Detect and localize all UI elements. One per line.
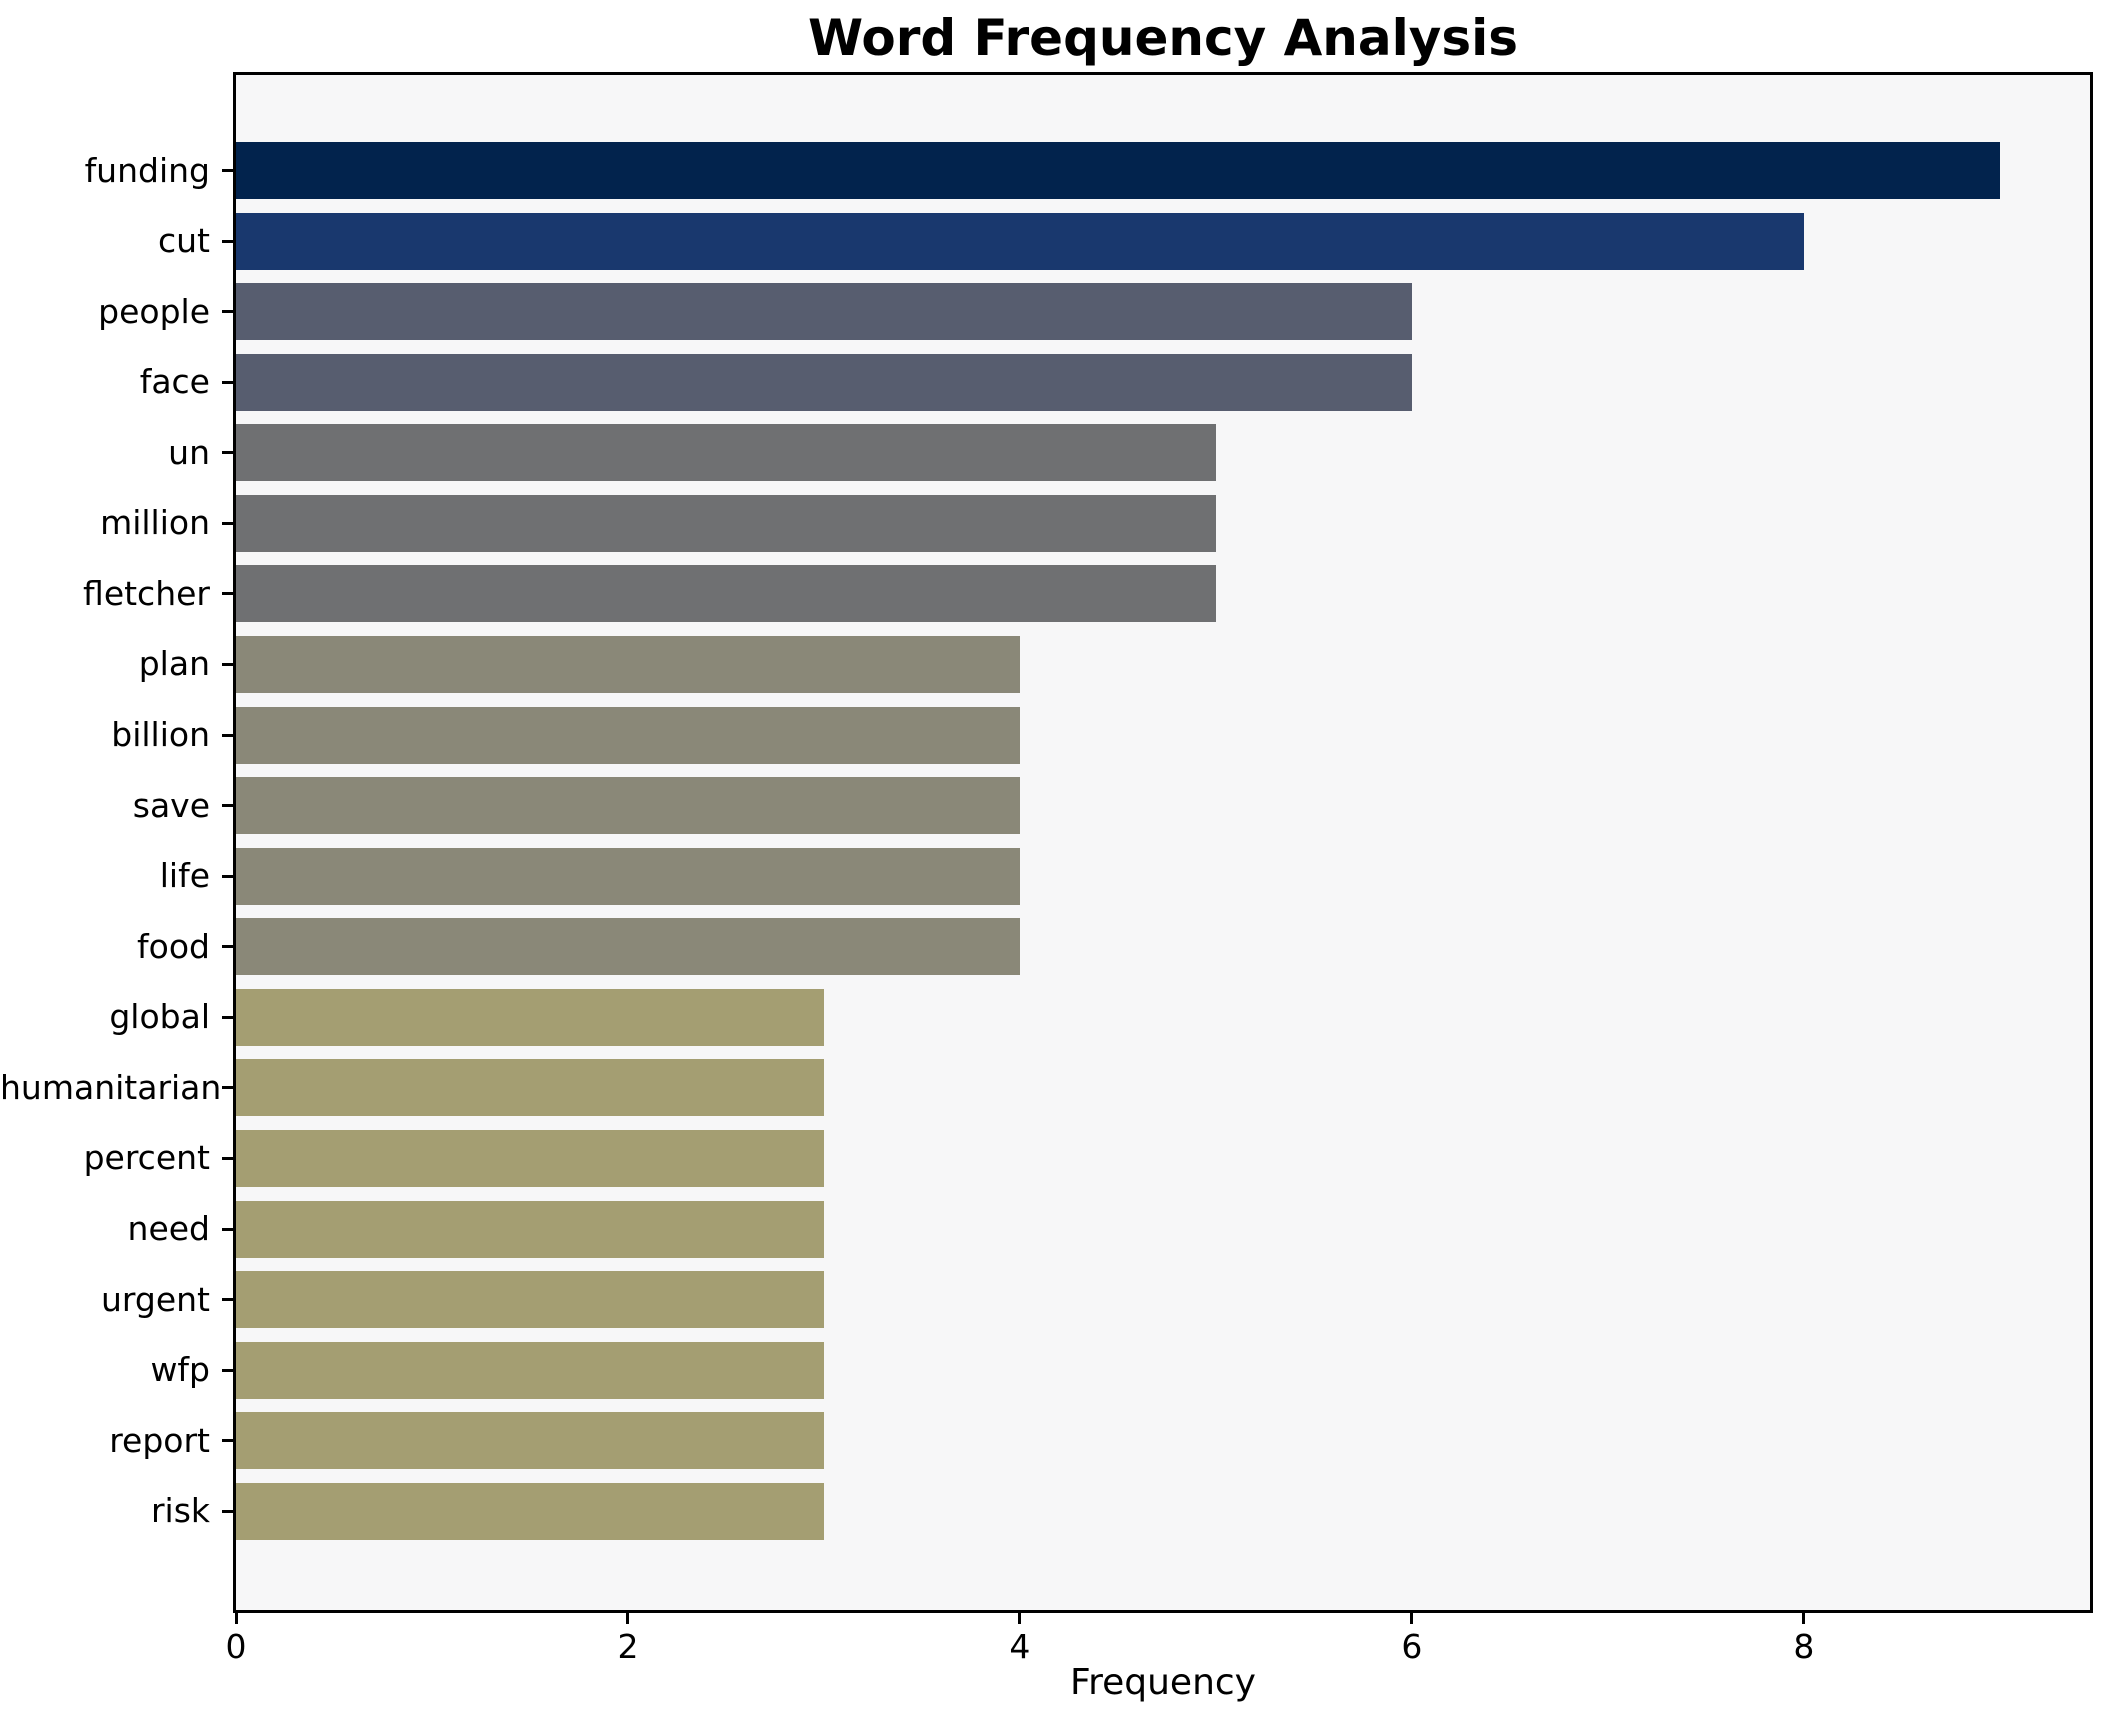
y-tick-mark (222, 1086, 233, 1090)
y-tick-label-funding: funding (84, 150, 210, 190)
y-tick-label-wfp: wfp (150, 1350, 210, 1390)
x-tick-mark (1410, 1613, 1414, 1624)
y-tick-label-face: face (139, 362, 210, 402)
bar-risk (236, 1482, 824, 1540)
y-tick-mark (222, 1509, 233, 1513)
y-tick-mark (222, 1368, 233, 1372)
bar-percent (236, 1129, 824, 1187)
bar-urgent (236, 1271, 824, 1329)
bar-billion (236, 706, 1020, 764)
bar-face (236, 353, 1412, 411)
y-tick-mark (222, 1227, 233, 1231)
bar-food (236, 918, 1020, 976)
y-tick-mark (222, 804, 233, 808)
x-tick-label-6: 6 (1401, 1627, 1423, 1666)
y-tick-label-million: million (100, 503, 210, 543)
x-axis-title: Frequency (1070, 1662, 1256, 1703)
bar-funding (236, 142, 2000, 199)
y-tick-label-humanitarian: humanitarian (0, 1067, 222, 1107)
y-tick-mark (222, 310, 233, 314)
y-tick-mark (222, 662, 233, 666)
bar-plan (236, 635, 1020, 693)
y-tick-label-risk: risk (150, 1491, 210, 1531)
bar-cut (236, 212, 1804, 270)
bar-people (236, 283, 1412, 341)
bar-life (236, 847, 1020, 905)
y-tick-label-food: food (137, 926, 210, 966)
bar-million (236, 494, 1216, 552)
bar-fletcher (236, 565, 1216, 623)
y-tick-mark (222, 521, 233, 525)
y-tick-label-report: report (109, 1420, 210, 1460)
y-tick-label-un: un (168, 432, 210, 472)
y-tick-label-need: need (127, 1209, 210, 1249)
y-tick-mark (222, 239, 233, 243)
x-tick-label-8: 8 (1793, 1627, 1815, 1666)
bar-need (236, 1200, 824, 1258)
y-tick-label-people: people (98, 291, 210, 331)
bar-un (236, 424, 1216, 482)
x-tick-label-2: 2 (617, 1627, 639, 1666)
x-tick-mark (1802, 1613, 1806, 1624)
bar-humanitarian (236, 1059, 824, 1117)
y-tick-mark (222, 1439, 233, 1443)
bar-global (236, 988, 824, 1046)
x-tick-mark (626, 1613, 630, 1624)
y-tick-mark (222, 380, 233, 384)
y-tick-label-cut: cut (158, 221, 210, 261)
y-tick-label-save: save (132, 785, 210, 825)
y-tick-label-percent: percent (83, 1138, 210, 1178)
bar-report (236, 1412, 824, 1470)
bar-save (236, 777, 1020, 835)
y-tick-label-global: global (109, 997, 210, 1037)
x-tick-mark (234, 1613, 238, 1624)
y-tick-label-fletcher: fletcher (83, 573, 210, 613)
y-tick-label-life: life (159, 856, 210, 896)
y-tick-mark (222, 1298, 233, 1302)
y-tick-mark (222, 733, 233, 737)
x-tick-label-0: 0 (225, 1627, 247, 1666)
y-tick-mark (222, 1015, 233, 1019)
x-tick-mark (1018, 1613, 1022, 1624)
y-tick-mark (222, 1156, 233, 1160)
y-tick-label-urgent: urgent (100, 1279, 210, 1319)
y-tick-label-plan: plan (138, 644, 210, 684)
y-tick-mark (222, 169, 233, 172)
y-tick-mark (222, 945, 233, 949)
y-tick-mark (222, 592, 233, 596)
chart-title: Word Frequency Analysis (807, 9, 1519, 67)
plot-area (233, 72, 2093, 1613)
x-tick-label-4: 4 (1009, 1627, 1031, 1666)
y-tick-mark (222, 874, 233, 878)
y-tick-mark (222, 451, 233, 455)
bar-wfp (236, 1341, 824, 1399)
y-tick-label-billion: billion (111, 715, 210, 755)
